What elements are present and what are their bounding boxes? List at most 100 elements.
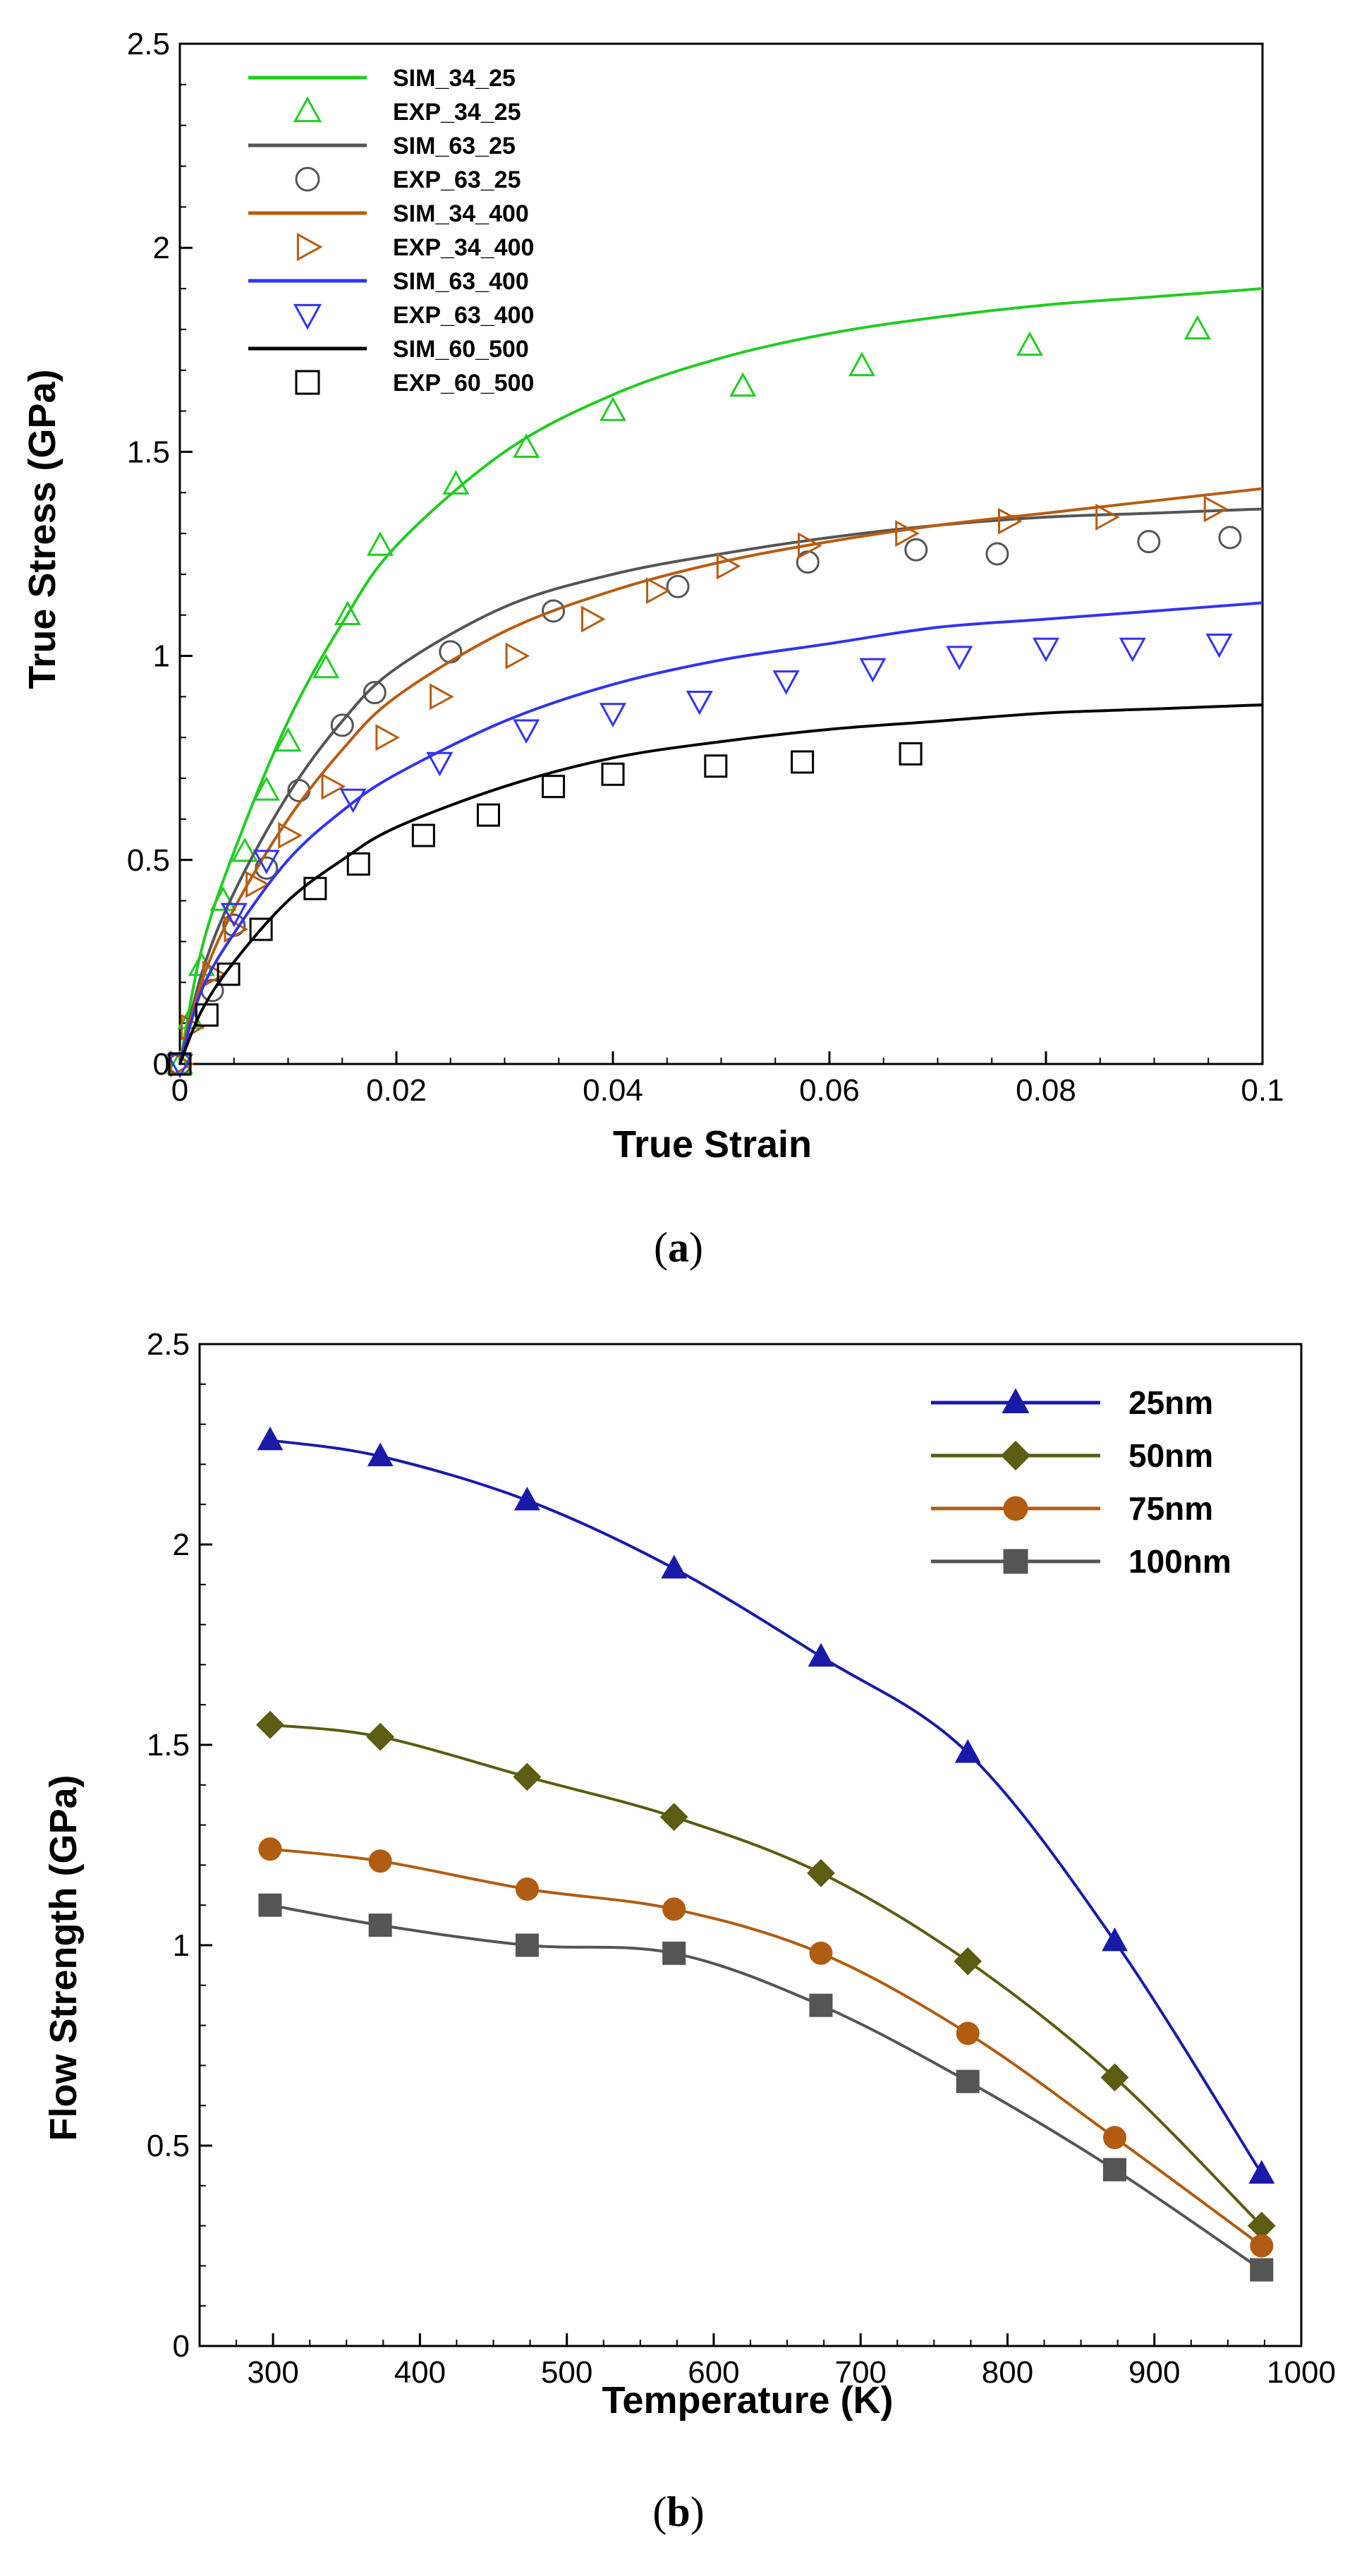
chart-a-point-exp-34-25 (312, 653, 340, 679)
chart-a-y-tick-label: 2.5 (127, 27, 170, 61)
chart-a-point-exp-34-25 (366, 531, 394, 556)
chart-b-legend: 25nm 50nm 75nm 100nm (931, 1384, 1231, 1580)
chart-b-point-25nm (1248, 2160, 1275, 2184)
chart-b-point-100nm (1250, 2258, 1274, 2282)
chart-b-legend-swatch-marker-25nm (1002, 1388, 1030, 1413)
chart-b-caption: (b) (652, 2489, 704, 2535)
chart-a-point-exp-34-400 (245, 871, 270, 898)
chart-a-point-exp-63-400 (426, 751, 454, 777)
chart-a-legend-label-sim-63-400: SIM_63_400 (393, 268, 529, 295)
chart-b-point-75nm (662, 1897, 686, 1921)
chart-b-y-tick-label: 2 (173, 1528, 190, 1562)
chart-b-point-75nm (809, 1941, 833, 1965)
chart-b-y-tick-label: 0.5 (147, 2129, 190, 2163)
chart-a-point-exp-34-25 (274, 727, 302, 752)
chart-a-point-exp-63-25 (985, 542, 1009, 566)
chart-a-point-exp-63-25 (904, 538, 928, 562)
chart-a-legend-label-exp-60-500: EXP_60_500 (393, 370, 534, 397)
chart-b-point-100nm (1103, 2158, 1127, 2182)
chart-a-point-exp-63-400 (1119, 637, 1146, 663)
chart-a-point-exp-34-400 (716, 552, 741, 580)
chart-b-point-75nm (1250, 2234, 1274, 2258)
chart-a-y-tick-label: 2 (153, 231, 170, 265)
chart-a-point-exp-34-400 (375, 724, 401, 751)
chart-b-x-tick-label: 400 (394, 2355, 446, 2390)
chart-b-point-100nm (368, 1913, 392, 1937)
chart-a-point-exp-34-25 (599, 397, 627, 421)
chart-b-x-tick-label: 500 (541, 2355, 592, 2390)
chart-b-point-25nm (661, 1554, 688, 1579)
chart-b-point-75nm (956, 2021, 980, 2045)
chart-a-point-exp-60-500 (542, 775, 566, 799)
chart-b-legend-label-75nm: 75nm (1128, 1490, 1213, 1527)
chart-a-legend: SIM_34_25 EXP_34_25 SIM_63_25 EXP_63_25 SIM_… (248, 65, 534, 397)
chart-a-point-exp-60-500 (249, 917, 273, 941)
chart-a: 0 0.02 0.04 0.06 0.08 0.1 0 0.5 1 1.5 2 2.5 SIM_34_2… (21, 27, 1284, 1271)
chart-a-legend-swatch-exp-63-25 (295, 167, 320, 192)
chart-a-point-exp-34-400 (278, 822, 303, 849)
chart-a-point-exp-60-500 (899, 742, 923, 766)
chart-a-y-tick-label: 1.5 (127, 435, 170, 469)
chart-b-point-50nm (954, 1947, 982, 1976)
chart-b-legend-swatch-marker-100nm (1003, 1549, 1028, 1574)
chart-a-point-exp-60-500 (791, 750, 815, 774)
chart-b-legend-label-100nm: 100nm (1128, 1543, 1231, 1580)
chart-a-line-sim-60-500 (178, 703, 1263, 1065)
chart-a-point-exp-60-500 (217, 962, 241, 986)
chart-b-point-75nm (1103, 2126, 1127, 2150)
chart-a-legend-label-exp-34-400: EXP_34_400 (393, 234, 534, 261)
chart-a-point-exp-34-400 (581, 605, 606, 633)
chart-b-x-axis-label: Temperature (K) (602, 2379, 893, 2421)
chart-a-point-exp-34-25 (1016, 331, 1044, 356)
chart-b-legend-swatch-marker-50nm (1000, 1440, 1031, 1471)
chart-a-point-exp-34-400 (998, 507, 1023, 535)
chart-a-y-axis-label: True Stress (GPa) (21, 369, 63, 689)
chart-a-point-exp-63-400 (859, 658, 887, 683)
chart-b-legend-label-25nm: 25nm (1128, 1384, 1213, 1421)
chart-a-point-exp-60-500 (346, 852, 370, 876)
chart-a-point-exp-63-400 (1032, 637, 1060, 663)
chart-b-point-50nm (366, 1722, 395, 1751)
chart-b-point-25nm (808, 1643, 834, 1667)
chart-b-point-75nm (368, 1849, 392, 1873)
chart-a-line-sim-63-400 (178, 601, 1263, 1065)
chart-b: 300 400 500 600 700 800 900 1000 0 0.5 1 1.5 2 2.5 25n… (42, 1327, 1336, 2535)
chart-a-point-exp-34-25 (848, 351, 876, 377)
chart-a-line-sim-63-25 (178, 507, 1263, 1065)
chart-a-legend-label-exp-34-25: EXP_34_25 (393, 99, 521, 126)
chart-a-point-exp-63-400 (166, 1053, 194, 1079)
chart-a-x-axis-label: True Strain (613, 1123, 812, 1166)
chart-a-y-tick-label: 1 (153, 639, 170, 674)
chart-a-x-tick-label: 0.02 (366, 1073, 427, 1108)
chart-b-x-tick-label: 800 (982, 2355, 1033, 2390)
chart-a-point-exp-63-400 (599, 703, 627, 727)
chart-b-y-tick-label: 1.5 (147, 1728, 190, 1762)
chart-b-point-50nm (513, 1762, 542, 1791)
chart-a-legend-swatch-exp-60-500 (295, 370, 320, 395)
chart-a-point-exp-60-500 (411, 823, 435, 847)
chart-a-point-exp-34-25 (252, 776, 280, 801)
chart-b-point-100nm (809, 1993, 833, 2017)
chart-a-legend-label-sim-63-25: SIM_63_25 (393, 133, 516, 159)
chart-a-point-exp-34-400 (202, 960, 227, 988)
chart-b-point-100nm (515, 1933, 539, 1957)
chart-a-point-exp-63-400 (1205, 634, 1233, 658)
chart-a-x-tick-label: 0 (171, 1073, 188, 1108)
chart-a-point-exp-60-500 (476, 803, 500, 827)
chart-a-x-tick-label: 0.1 (1241, 1073, 1284, 1108)
chart-b-point-100nm (956, 2069, 980, 2093)
chart-b-y-axis-label: Flow Strength (GPa) (42, 1775, 85, 2141)
chart-a-point-exp-34-25 (166, 1049, 194, 1075)
chart-a-x-tick-label: 0.04 (583, 1073, 643, 1108)
chart-b-point-25nm (513, 1487, 540, 1511)
chart-a-point-exp-63-25 (330, 713, 354, 737)
chart-a-point-exp-34-25 (513, 433, 540, 458)
chart-a-point-exp-34-25 (729, 372, 757, 397)
chart-a-point-exp-34-25 (1183, 315, 1211, 340)
chart-a-point-exp-63-400 (513, 719, 540, 744)
chart-b-x-tick-label: 300 (247, 2355, 298, 2390)
chart-a-point-exp-60-500 (704, 754, 728, 778)
chart-a-legend-label-exp-63-25: EXP_63_25 (393, 167, 521, 193)
chart-a-caption: (a) (654, 1224, 703, 1271)
chart-a-point-exp-63-400 (772, 670, 800, 695)
